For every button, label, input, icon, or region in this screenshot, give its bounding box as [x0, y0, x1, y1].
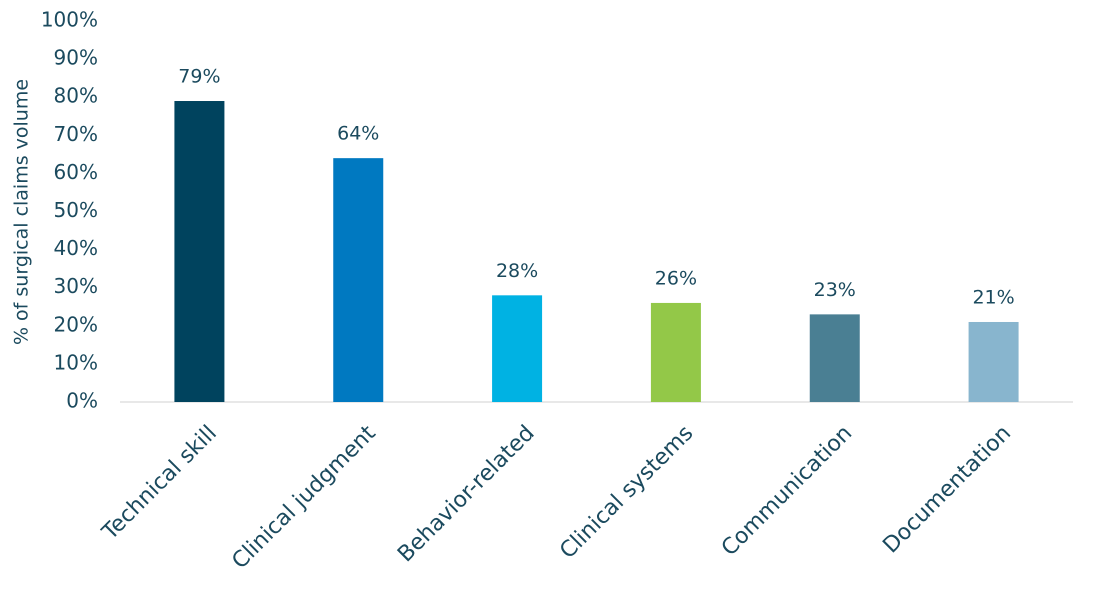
y-tick-label: 70%: [54, 122, 98, 146]
value-label: 21%: [972, 286, 1014, 308]
bar: [333, 158, 384, 402]
y-tick-label: 100%: [41, 8, 98, 32]
value-label: 26%: [655, 267, 697, 289]
value-label: 28%: [496, 260, 538, 282]
y-axis-label: % of surgical claims volume: [11, 79, 33, 345]
x-tick-label: Communication: [717, 421, 857, 561]
y-tick-label: 50%: [54, 198, 98, 222]
bar: [650, 302, 701, 402]
bar: [174, 101, 225, 402]
value-label: 79%: [178, 66, 220, 88]
value-label: 64%: [337, 123, 379, 145]
y-tick-label: 80%: [54, 84, 98, 108]
bar: [492, 295, 543, 402]
y-tick-label: 90%: [54, 46, 98, 70]
y-tick-label: 60%: [54, 160, 98, 184]
value-label: 23%: [814, 279, 856, 301]
x-tick-label: Clinical systems: [555, 421, 698, 564]
y-tick-label: 10%: [54, 350, 98, 374]
y-tick-label: 30%: [54, 274, 98, 298]
x-tick-label: Behavior-related: [393, 421, 539, 567]
y-tick-label: 40%: [54, 236, 98, 260]
x-tick-label: Technical skill: [97, 421, 222, 546]
y-tick-label: 0%: [66, 389, 98, 413]
x-tick-label: Clinical judgment: [227, 421, 381, 575]
x-tick-label: Documentation: [878, 421, 1016, 559]
bar: [968, 321, 1019, 402]
bar: [809, 314, 860, 402]
y-tick-label: 20%: [54, 312, 98, 336]
